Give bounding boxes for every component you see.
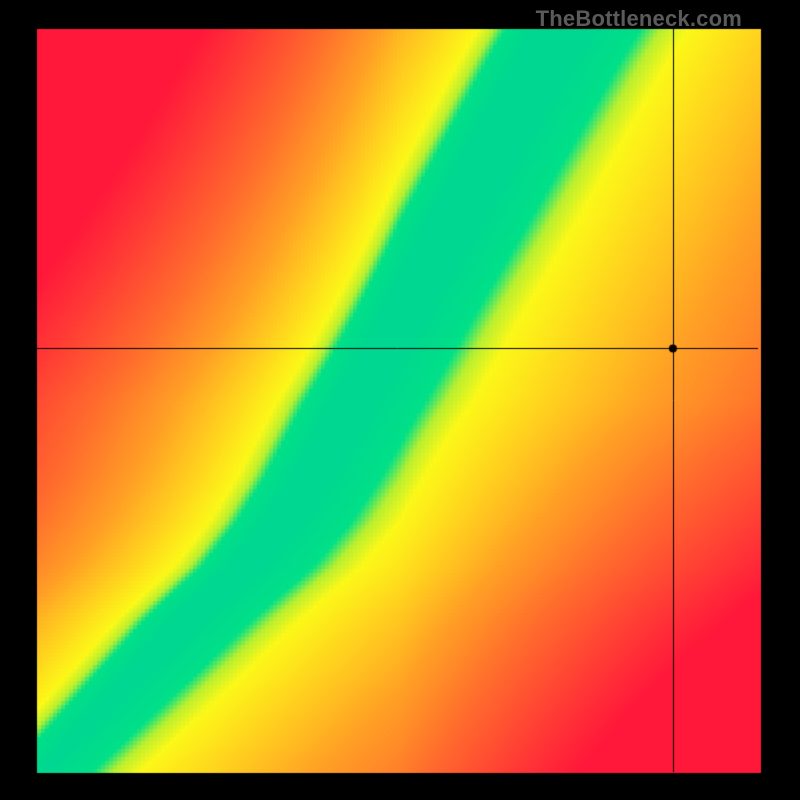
- watermark-attribution: TheBottleneck.com: [536, 6, 742, 32]
- bottleneck-heatmap: [0, 0, 800, 800]
